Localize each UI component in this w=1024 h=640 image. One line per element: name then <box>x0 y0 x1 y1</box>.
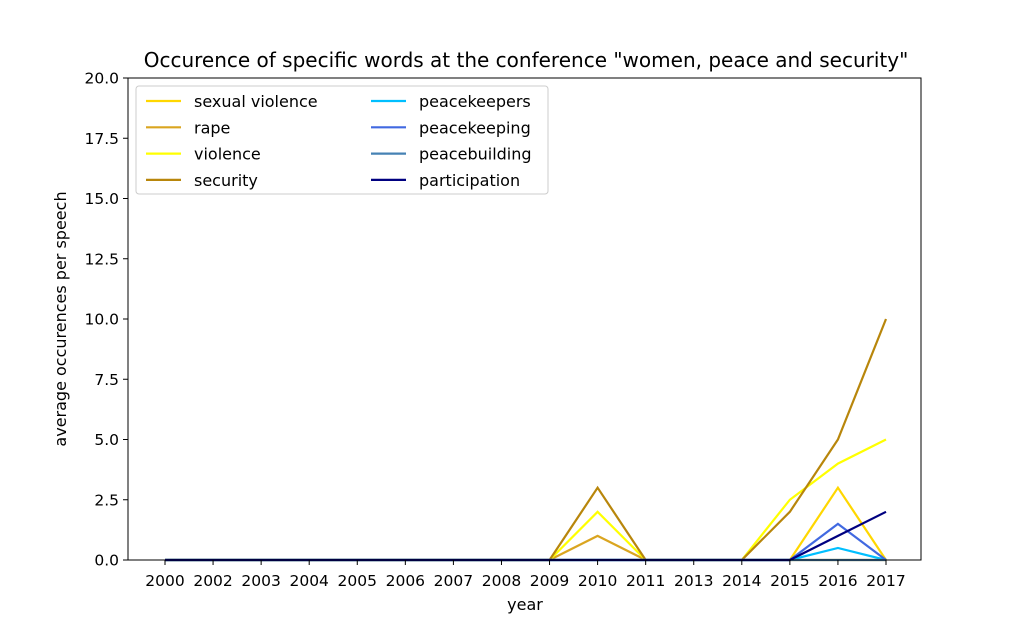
y-tick-label: 17.5 <box>84 130 119 148</box>
x-tick-label: 2002 <box>193 572 232 590</box>
x-tick-label: 2011 <box>626 572 665 590</box>
x-tick-label: 2006 <box>386 572 425 590</box>
legend-label: security <box>194 171 258 190</box>
x-tick-label: 2010 <box>578 572 617 590</box>
series-line-2 <box>165 438 887 562</box>
legend-label: rape <box>194 118 230 137</box>
x-axis: 2000 2002 2003 2004 2005 2006 2007 2008 2009 2010… <box>145 560 906 590</box>
legend-label: sexual violence <box>194 92 318 111</box>
y-tick-label: 20.0 <box>84 70 119 88</box>
y-tick-label: 10.0 <box>84 311 119 329</box>
x-tick-label: 2017 <box>866 572 905 590</box>
legend-label: peacekeeping <box>419 118 531 137</box>
y-axis-label: average occurences per speech <box>51 191 70 446</box>
x-tick-label: 2013 <box>674 572 713 590</box>
series-line-1 <box>165 534 886 562</box>
x-tick-label: 2009 <box>530 572 569 590</box>
y-axis: 0.0 2.5 5.0 7.5 10.0 12.5 15.0 17.5 20.0 <box>84 70 128 570</box>
legend: sexual violence rape violence security peace… <box>135 85 549 195</box>
x-tick-label: 2005 <box>338 572 377 590</box>
legend-box <box>135 85 549 195</box>
x-tick-label: 2016 <box>818 572 857 590</box>
chart-title: Occurence of specific words at the confe… <box>144 48 909 72</box>
plot-area <box>127 77 922 562</box>
y-tick-label: 2.5 <box>94 491 119 509</box>
x-tick-label: 2000 <box>145 572 184 590</box>
series-line-3 <box>165 318 888 562</box>
x-tick-label: 2004 <box>289 572 328 590</box>
x-tick-label: 2008 <box>482 572 521 590</box>
x-axis-label: year <box>507 595 543 614</box>
legend-label: peacebuilding <box>419 145 532 164</box>
legend-label: peacekeepers <box>419 92 531 111</box>
y-tick-label: 12.5 <box>84 250 119 268</box>
series-line-7 <box>165 510 887 562</box>
series-line-4 <box>165 546 887 562</box>
y-tick-label: 5.0 <box>94 431 119 449</box>
legend-label: violence <box>194 145 261 164</box>
x-tick-label: 2003 <box>241 572 280 590</box>
x-tick-label: 2015 <box>770 572 809 590</box>
x-tick-label: 2007 <box>434 572 473 590</box>
y-tick-label: 0.0 <box>94 552 119 570</box>
y-tick-label: 7.5 <box>94 371 119 389</box>
y-tick-label: 15.0 <box>84 190 119 208</box>
series-line-5 <box>165 522 887 562</box>
legend-label: participation <box>419 171 520 190</box>
x-tick-label: 2014 <box>722 572 761 590</box>
